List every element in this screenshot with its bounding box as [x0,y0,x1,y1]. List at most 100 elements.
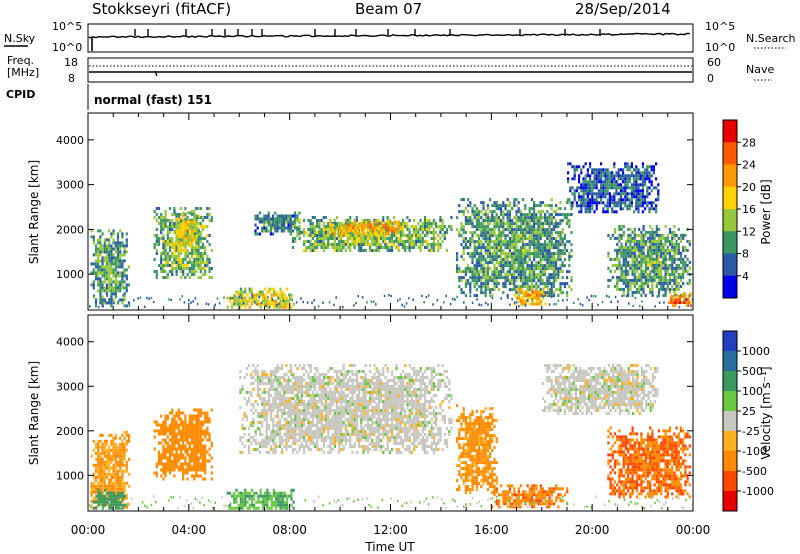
heatmap-cell [657,183,660,187]
heatmap-cell [410,246,413,249]
heatmap-cell [668,248,672,252]
heatmap-cell [173,438,176,442]
heatmap-cell [338,243,341,246]
heatmap-cell [517,264,520,268]
heatmap-cell [542,290,545,294]
heatmap-cell [193,246,196,249]
heatmap-cell [530,213,533,217]
heatmap-cell [171,435,174,439]
heatmap-cell [173,222,176,225]
heatmap-cell [469,255,472,259]
heatmap-cell [309,219,312,222]
heatmap-cell [633,245,636,249]
heatmap-cell [550,291,553,295]
heatmap-cell [668,257,672,261]
heatmap-cell [524,290,527,294]
heatmap-cell [283,214,286,218]
heatmap-cell [533,285,536,289]
heatmap-cell [108,478,111,482]
heatmap-cell [112,481,115,485]
heatmap-cell [114,433,117,437]
heatmap-cell [430,222,433,225]
heatmap-cell [511,276,514,280]
heatmap-cell [97,259,100,263]
heatmap-cell [557,273,560,277]
heatmap-cell [125,505,128,509]
heatmap-cell [332,232,335,236]
heatmap-cell [432,249,435,252]
heatmap-cell [419,228,422,231]
heatmap-cell [101,478,104,482]
heatmap-cell [160,429,163,433]
heatmap-cell [248,290,251,294]
heatmap-cell [644,198,647,202]
heatmap-cell [101,295,104,299]
heatmap-cell [375,240,378,243]
heatmap-cell [311,228,314,231]
heatmap-cell [190,441,194,445]
heatmap-cell [155,273,158,276]
heatmap-cell [484,282,487,286]
heatmap-cell [368,246,372,249]
heatmap-cell [412,243,416,246]
heatmap-cell [248,296,251,300]
heatmap-cell [506,216,509,220]
heatmap-cell [252,436,255,439]
heatmap-cell [97,481,100,485]
heatmap-cell [537,264,540,268]
heatmap-cell [475,207,478,211]
heatmap-cell [478,276,481,280]
heatmap-cell [408,243,411,246]
heatmap-cell [288,293,291,297]
heatmap-cell [664,242,667,246]
heatmap-cell [99,481,102,485]
heatmap-cell [641,192,644,196]
heatmap-cell [689,292,692,296]
heatmap-cell [204,252,207,255]
heatmap-cell [190,438,194,442]
heatmap-cell [515,249,518,253]
heatmap-cell [619,186,622,190]
heatmap-cell [606,168,609,172]
heatmap-cell [517,258,520,262]
heatmap-cell [524,219,527,223]
heatmap-cell [105,502,109,506]
heatmap-cell [417,240,420,243]
heatmap-cell [646,192,649,196]
heatmap-cell [417,234,420,237]
heatmap-cell [279,302,282,306]
heatmap-cell [666,287,669,291]
heatmap-cell [519,279,522,283]
heatmap-cell [157,264,161,267]
heatmap-cell [561,252,564,256]
heatmap-cell [578,186,581,190]
heatmap-cell [173,453,176,457]
heatmap-cell [417,237,420,240]
heatmap-cell [108,244,111,248]
heatmap-cell [177,249,180,252]
heatmap-cell [627,281,630,285]
ground-scatter-cell [491,296,494,300]
heatmap-cell [626,165,629,169]
heatmap-cell [313,249,317,252]
heatmap-cell [517,270,520,274]
heatmap-cell [624,272,628,276]
heatmap-cell [533,279,536,283]
heatmap-cell [179,465,183,469]
heatmap-cell [637,168,640,172]
heatmap-cell [502,231,505,235]
heatmap-cell [166,417,169,421]
heatmap-cell [376,232,379,236]
heatmap-cell [184,267,187,270]
heatmap-cell [473,204,476,208]
ground-scatter-cell [128,304,131,307]
heatmap-cell [673,254,676,258]
heatmap-cell [478,222,481,226]
heatmap-cell [171,411,174,415]
heatmap-cell [464,240,467,244]
heatmap-cell [382,229,385,233]
heatmap-cell [570,255,573,259]
ground-scatter-cell [542,295,544,298]
heatmap-cell [92,262,95,266]
heatmap-cell [651,242,654,246]
